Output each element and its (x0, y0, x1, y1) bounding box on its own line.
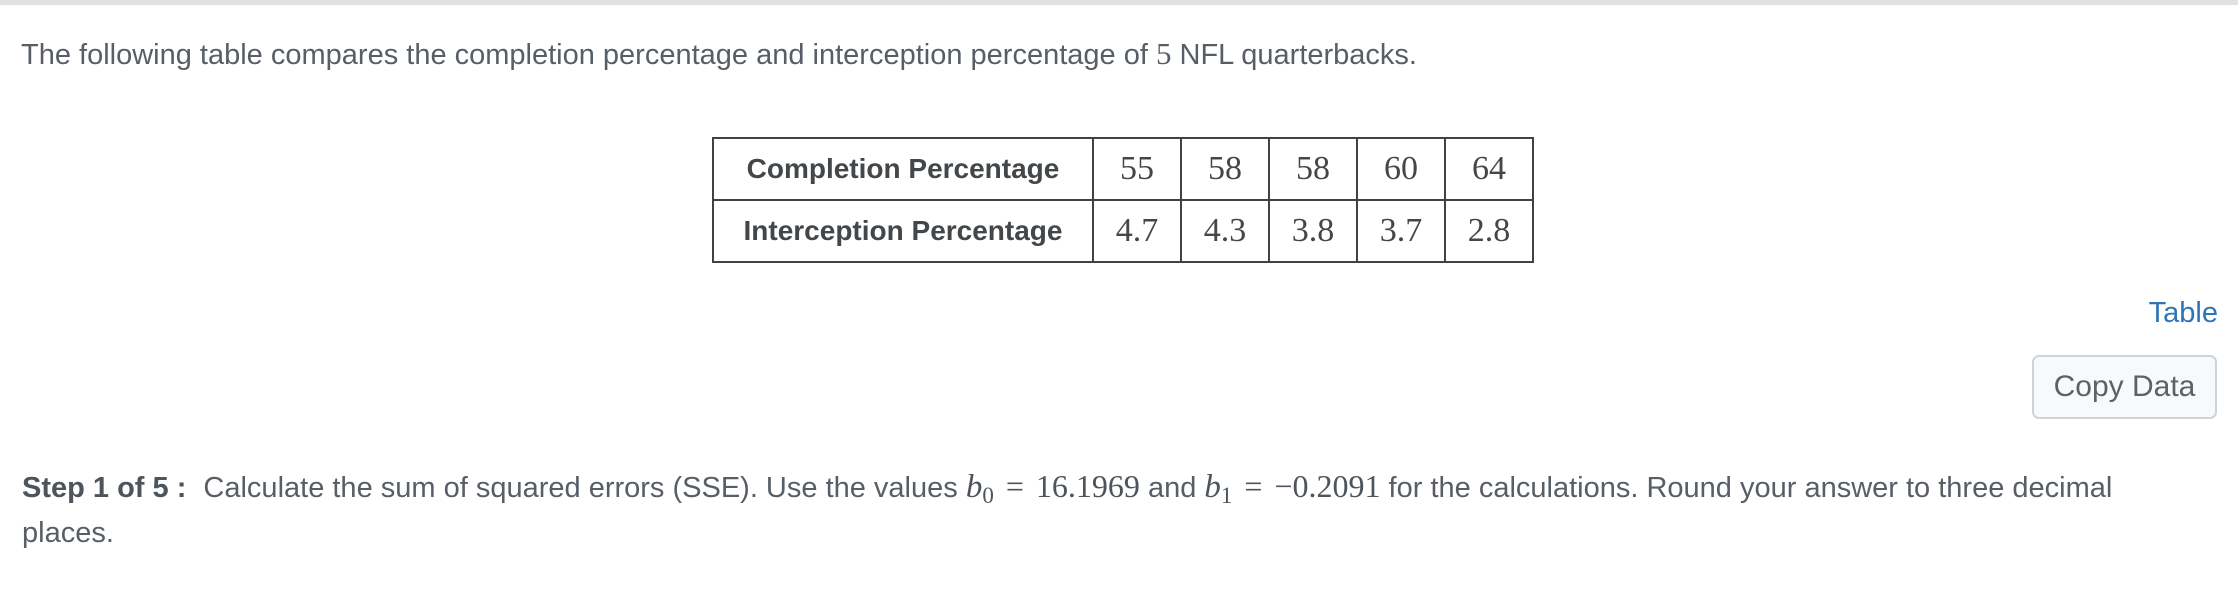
step-instruction: Step 1 of 5 : Calculate the sum of squar… (22, 464, 2222, 556)
step-text-2: for the calculations. Round your answer … (1388, 472, 2113, 504)
table-cell: 2.8 (1444, 199, 1534, 263)
step-text-3: places. (22, 517, 114, 549)
table-cell: 58 (1268, 137, 1358, 201)
step-label: Step 1 of 5 : (22, 472, 187, 504)
top-divider (0, 0, 2238, 5)
math-b0-var: b (965, 469, 983, 505)
math-b0: b0 = 16.1969 (965, 468, 1140, 507)
table-cell: 3.7 (1356, 199, 1446, 263)
row-header-completion: Completion Percentage (712, 137, 1094, 201)
table-cell: 60 (1356, 137, 1446, 201)
intro-paragraph: The following table compares the complet… (21, 34, 1417, 75)
table-cell: 4.3 (1180, 199, 1270, 263)
data-table: Completion Percentage 55 58 58 60 64 Int… (712, 137, 1534, 263)
table-row-completion: Completion Percentage 55 58 58 60 64 (712, 137, 1534, 201)
table-cell: 58 (1180, 137, 1270, 201)
math-b0-equals: = (1005, 468, 1024, 504)
table-cell: 3.8 (1268, 199, 1358, 263)
table-cell: 64 (1444, 137, 1534, 201)
step-text-and: and (1147, 472, 1197, 504)
row-header-interception: Interception Percentage (712, 199, 1094, 263)
table-cell: 4.7 (1092, 199, 1182, 263)
table-link[interactable]: Table (2148, 297, 2218, 329)
table-cell: 55 (1092, 137, 1182, 201)
math-b0-value: 16.1969 (1035, 468, 1140, 504)
math-b1-equals: = (1244, 468, 1263, 504)
copy-data-button[interactable]: Copy Data (2032, 355, 2217, 419)
intro-text-before: The following table compares the complet… (21, 39, 1148, 71)
intro-count-math: 5 (1155, 36, 1172, 71)
math-b1-value: −0.2091 (1274, 468, 1381, 504)
math-b1-sub: 1 (1220, 483, 1233, 508)
table-row-interception: Interception Percentage 4.7 4.3 3.8 3.7 … (712, 199, 1534, 263)
math-b1: b1 = −0.2091 (1204, 468, 1380, 507)
intro-text-after: NFL quarterbacks. (1179, 39, 1417, 71)
math-b1-var: b (1204, 469, 1221, 505)
math-b0-sub: 0 (982, 483, 994, 508)
step-text-1: Calculate the sum of squared errors (SSE… (203, 472, 958, 504)
